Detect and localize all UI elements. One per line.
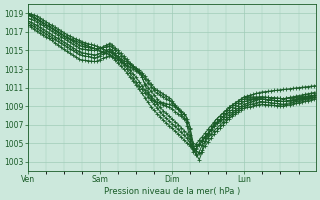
X-axis label: Pression niveau de la mer( hPa ): Pression niveau de la mer( hPa ) [104,187,240,196]
